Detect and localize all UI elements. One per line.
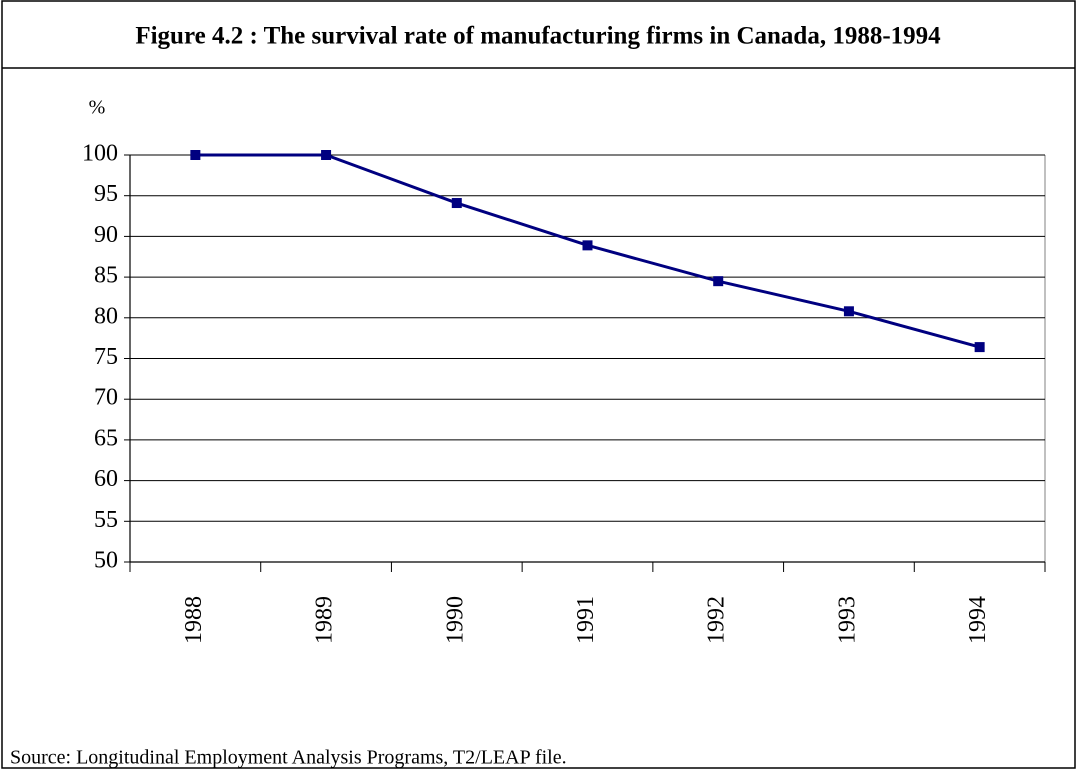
y-tick-label: 90 bbox=[94, 222, 118, 248]
data-point bbox=[190, 150, 201, 160]
data-point bbox=[321, 150, 332, 160]
data-point bbox=[974, 342, 985, 353]
y-tick-label: 85 bbox=[94, 263, 118, 289]
y-tick-label: 80 bbox=[94, 303, 118, 329]
data-point bbox=[843, 306, 854, 317]
x-tick-label: 1989 bbox=[312, 596, 338, 644]
y-axis-label: % bbox=[89, 97, 106, 119]
y-tick-label: 95 bbox=[94, 181, 118, 207]
x-tick-label: 1994 bbox=[965, 596, 991, 644]
source-note: Source: Longitudinal Employment Analysis… bbox=[10, 747, 567, 769]
x-tick-label: 1988 bbox=[181, 596, 207, 644]
y-tick-label: 75 bbox=[94, 344, 118, 370]
y-tick-label: 70 bbox=[94, 385, 118, 411]
x-tick-label: 1992 bbox=[704, 596, 730, 644]
x-tick-label: 1993 bbox=[834, 596, 860, 644]
chart-title: Figure 4.2 : The survival rate of manufa… bbox=[135, 23, 941, 50]
data-point bbox=[713, 276, 724, 287]
x-tick-label: 1991 bbox=[573, 596, 599, 644]
y-tick-label: 65 bbox=[94, 425, 118, 451]
data-point bbox=[582, 240, 593, 251]
y-tick-label: 60 bbox=[94, 466, 118, 492]
data-point bbox=[451, 198, 462, 209]
x-tick-label: 1990 bbox=[442, 596, 468, 644]
y-tick-label: 100 bbox=[82, 141, 118, 167]
y-tick-label: 50 bbox=[94, 548, 118, 574]
y-tick-label: 55 bbox=[94, 507, 118, 533]
